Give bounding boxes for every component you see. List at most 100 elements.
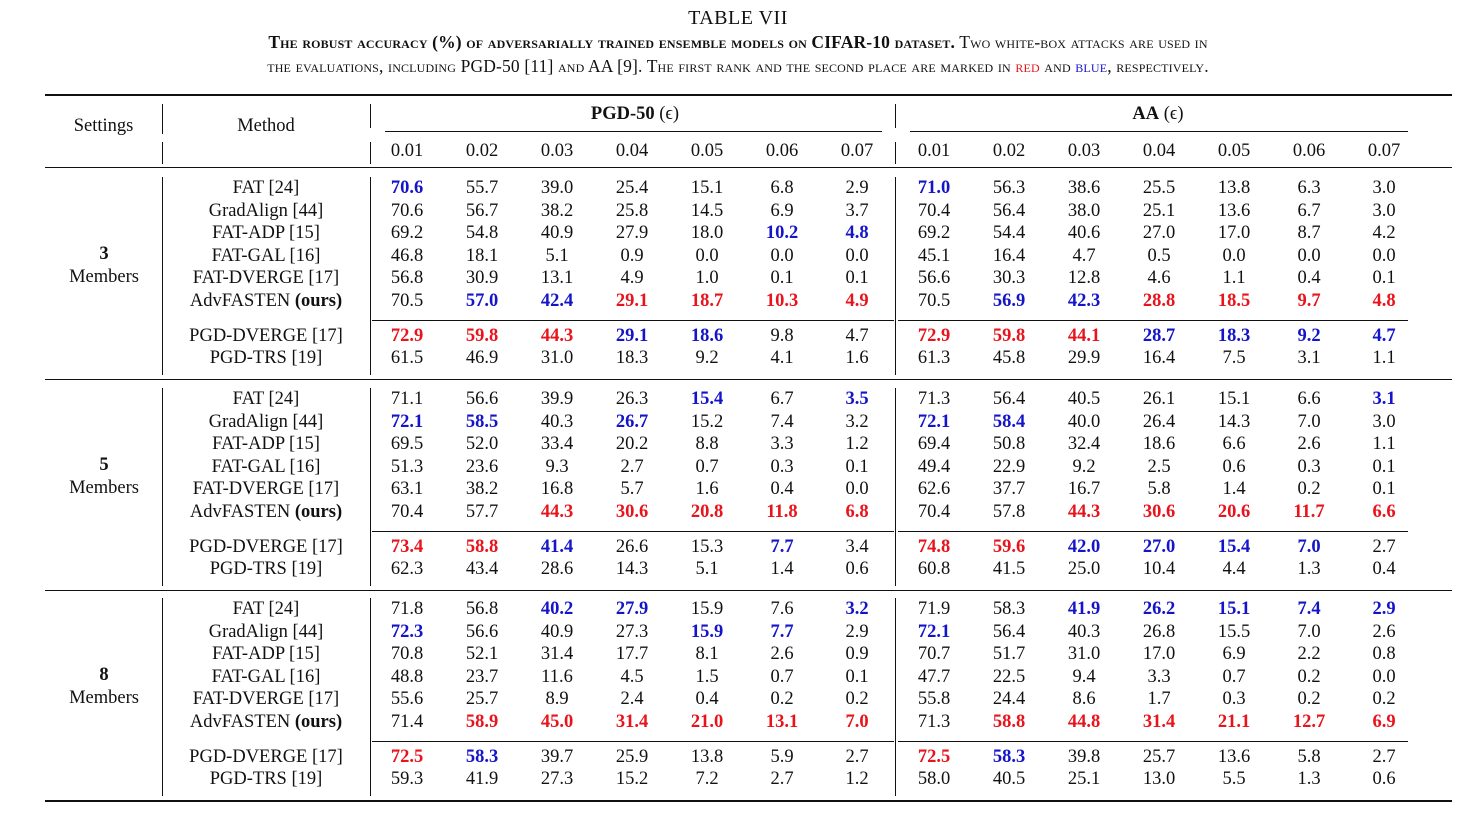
pgd-value-cell: 7.7 [770, 536, 794, 557]
pgd-value-cell: 72.3 [390, 621, 424, 642]
aa-value-cell: 50.8 [992, 434, 1026, 455]
method-label: FAT [24] [232, 178, 300, 198]
pgd-value-cell: 0.1 [770, 268, 794, 289]
method-label: PGD-TRS [19] [209, 559, 323, 580]
aa-value-cell: 26.1 [1142, 389, 1176, 409]
aa-value-cell: 44.1 [1067, 325, 1101, 346]
pgd-value-cell: 0.0 [770, 245, 794, 266]
pgd-value-cell: 57.0 [465, 291, 499, 311]
pgd-value-cell: 40.9 [540, 621, 574, 642]
pgd-value-cell: 70.4 [390, 502, 424, 522]
method-name: FAT-ADP [15] [161, 643, 371, 665]
aa-value-cell: 25.1 [1142, 200, 1176, 221]
aa-group-underline [910, 131, 1408, 132]
aa-value-cell: 7.0 [1297, 536, 1321, 557]
pgd-value-cell: 13.8 [690, 746, 724, 767]
method-name: GradAlign [44] [161, 621, 371, 643]
pgd-value-cell: 2.4 [620, 689, 644, 710]
aa-value-cell: 61.3 [917, 348, 951, 369]
aa-value-cell: 56.6 [917, 268, 951, 289]
aa-value-cell: 16.4 [1142, 348, 1176, 369]
pgd-value-cell: 3.7 [845, 200, 869, 221]
aa-value-cell: 51.7 [992, 644, 1026, 665]
aa-value-cell: 44.3 [1067, 502, 1101, 522]
method-label: FAT-GAL [16] [211, 456, 321, 477]
aa-value-cell: 9.2 [1072, 456, 1096, 477]
method-name: FAT-DVERGE [17] [161, 688, 371, 710]
pgd-value-cell: 55.7 [465, 178, 499, 198]
method-name: AdvFASTEN (ours) [161, 501, 371, 523]
aa-value-cell: 13.6 [1217, 200, 1251, 221]
aa-value-cell: 0.7 [1222, 666, 1246, 687]
pgd-value-cell: 0.4 [695, 689, 719, 710]
pgd-value-cell: 73.4 [390, 536, 424, 557]
aa-value-cell: 10.4 [1142, 559, 1176, 580]
aa-value-cell: 60.8 [917, 559, 951, 580]
pgd-value-cell: 40.3 [540, 411, 574, 432]
aa-value-cell: 0.2 [1297, 689, 1321, 710]
ours-tag: (ours) [290, 502, 343, 522]
aa-value-cell: 56.3 [992, 178, 1026, 198]
aa-value-cell: 17.0 [1217, 223, 1251, 244]
pgd-value-cell: 25.4 [615, 178, 649, 198]
pgd-value-cell: 18.1 [465, 245, 499, 266]
header-eps-pgd: 0.03 [540, 141, 574, 161]
column-separator [162, 142, 163, 164]
method-label: FAT [24] [232, 599, 300, 619]
baseline-divider [372, 741, 894, 742]
aa-value-cell: 15.4 [1217, 536, 1251, 557]
pgd-value-cell: 15.9 [690, 599, 724, 619]
pgd-value-cell: 58.8 [465, 536, 499, 557]
method-label: FAT-ADP [15] [212, 223, 320, 244]
pgd-value-cell: 18.0 [690, 223, 724, 244]
aa-value-cell: 18.5 [1217, 291, 1251, 311]
method-label: AdvFASTEN [189, 291, 291, 311]
aa-value-cell: 59.8 [992, 325, 1026, 346]
method-name: FAT [24] [161, 177, 371, 199]
aa-value-cell: 29.9 [1067, 348, 1101, 369]
pgd-value-cell: 2.7 [845, 746, 869, 767]
pgd-value-cell: 63.1 [390, 479, 424, 500]
pgd-value-cell: 31.4 [540, 644, 574, 665]
method-name: PGD-DVERGE [17] [161, 536, 371, 558]
pgd-value-cell: 23.6 [465, 456, 499, 477]
aa-value-cell: 0.0 [1297, 245, 1321, 266]
aa-value-cell: 0.3 [1297, 456, 1321, 477]
pgd-value-cell: 0.1 [845, 456, 869, 477]
pgd-value-cell: 0.1 [845, 666, 869, 687]
aa-value-cell: 18.6 [1142, 434, 1176, 455]
members-count: 3 [99, 244, 109, 264]
aa-value-cell: 4.7 [1372, 325, 1396, 346]
method-name: PGD-DVERGE [17] [161, 746, 371, 768]
aa-value-cell: 3.3 [1147, 666, 1171, 687]
method-label: FAT-DVERGE [17] [192, 268, 340, 289]
aa-value-cell: 45.1 [917, 245, 951, 266]
aa-value-cell: 4.6 [1147, 268, 1171, 289]
aa-value-cell: 41.5 [992, 559, 1026, 580]
aa-value-cell: 0.6 [1372, 769, 1396, 790]
aa-value-cell: 26.8 [1142, 621, 1176, 642]
aa-value-cell: 0.1 [1372, 456, 1396, 477]
aa-value-cell: 40.3 [1067, 621, 1101, 642]
pgd-value-cell: 7.7 [770, 621, 794, 642]
aa-value-cell: 45.8 [992, 348, 1026, 369]
aa-value-cell: 71.3 [917, 712, 951, 732]
aa-value-cell: 70.4 [917, 200, 951, 221]
aa-value-cell: 17.0 [1142, 644, 1176, 665]
bottom-rule [45, 800, 1452, 802]
aa-value-cell: 6.9 [1222, 644, 1246, 665]
aa-value-cell: 58.4 [992, 411, 1026, 432]
pgd-value-cell: 15.9 [690, 621, 724, 642]
header-settings: Settings [73, 116, 134, 136]
aa-value-cell: 30.6 [1142, 502, 1176, 522]
aa-value-cell: 59.6 [992, 536, 1026, 557]
aa-value-cell: 72.5 [917, 746, 951, 767]
column-separator [895, 142, 896, 164]
header-eps-pgd: 0.04 [615, 141, 649, 161]
pgd-value-cell: 72.5 [390, 746, 424, 767]
caption-text-1: Two white-box attacks are used in [955, 32, 1208, 52]
aa-value-cell: 3.0 [1372, 411, 1396, 432]
aa-value-cell: 71.9 [917, 599, 951, 619]
header-method: Method [237, 116, 295, 136]
aa-value-cell: 56.4 [992, 621, 1026, 642]
